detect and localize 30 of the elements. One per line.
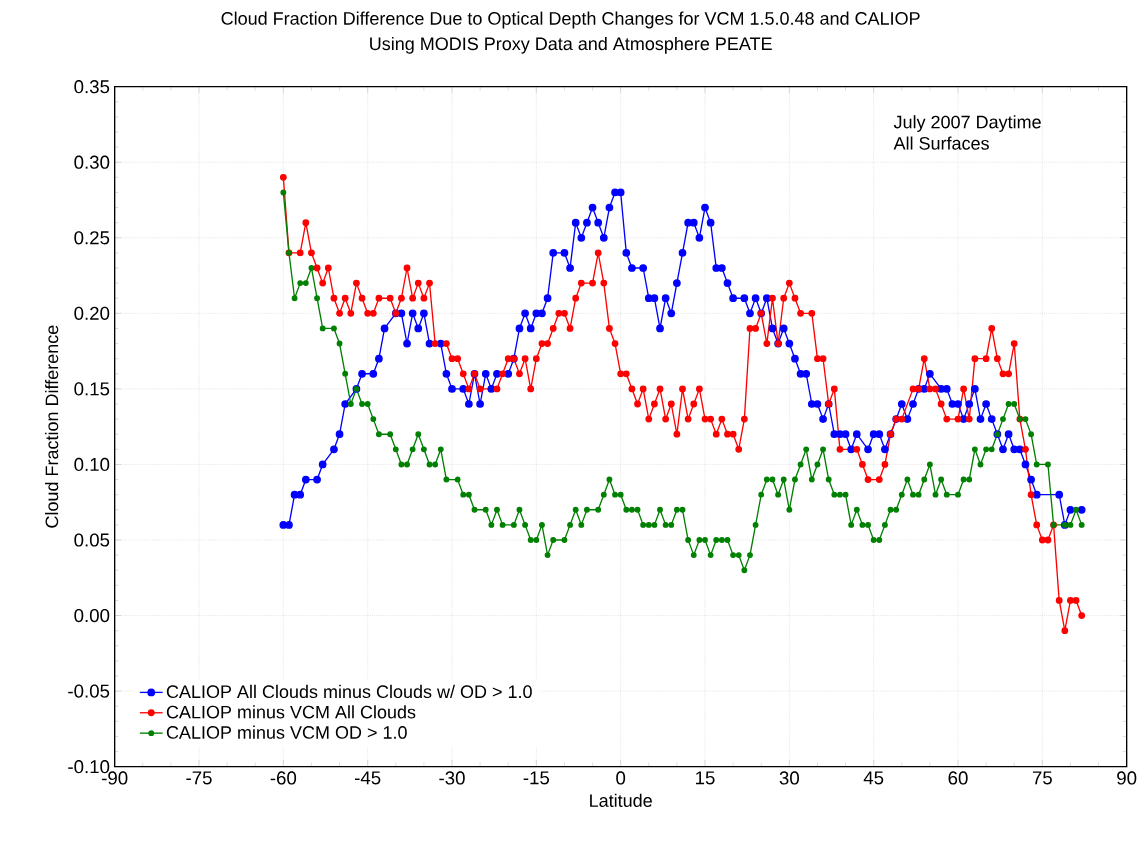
- x-tick-label: 90: [1117, 771, 1137, 785]
- y-tick-label: -0.05: [68, 684, 110, 698]
- x-axis-title: Latitude: [590, 793, 652, 807]
- x-tick-label: 45: [863, 771, 884, 785]
- annotation: All Surfaces: [893, 136, 989, 150]
- annotation: July 2007 Daytime: [893, 115, 1041, 132]
- x-tick-label: 60: [948, 771, 968, 785]
- x-tick-label: -75: [186, 771, 212, 785]
- x-tick-label: 75: [1032, 771, 1052, 785]
- x-tick-label: -30: [439, 771, 465, 785]
- y-tick-label: 0.05: [74, 533, 110, 547]
- legend-label: CALIOP minus VCM OD > 1.0: [166, 725, 407, 739]
- chart-subtitle: Using MODIS Proxy Data and Atmosphere PEATE: [370, 36, 772, 54]
- x-tick-label: 30: [779, 771, 799, 785]
- legend-label: CALIOP minus VCM All Clouds: [166, 705, 416, 719]
- x-tick-label: -15: [523, 771, 550, 785]
- y-tick-label: 0.15: [74, 382, 110, 396]
- x-tick-label: -45: [355, 771, 381, 785]
- chart-title: Cloud Fraction Difference Due to Optical Depth Changes for VCM 1.5.0.48 and CALIOP: [221, 11, 920, 29]
- y-tick-label: 0.20: [74, 306, 110, 320]
- legend-label: CALIOP All Clouds minus Clouds w/ OD > 1.0: [166, 684, 532, 699]
- y-tick-label: 0.00: [74, 608, 110, 623]
- y-axis-title: Cloud Fraction Difference: [45, 325, 59, 528]
- y-tick-label: 0.30: [74, 155, 110, 169]
- y-tick-label: 0.25: [74, 231, 110, 245]
- x-tick-label: -60: [270, 771, 297, 785]
- x-tick-label: 0: [616, 771, 626, 785]
- y-tick-label: 0.10: [74, 457, 110, 472]
- y-tick-label: 0.35: [74, 80, 110, 94]
- x-tick-label: 15: [696, 771, 715, 785]
